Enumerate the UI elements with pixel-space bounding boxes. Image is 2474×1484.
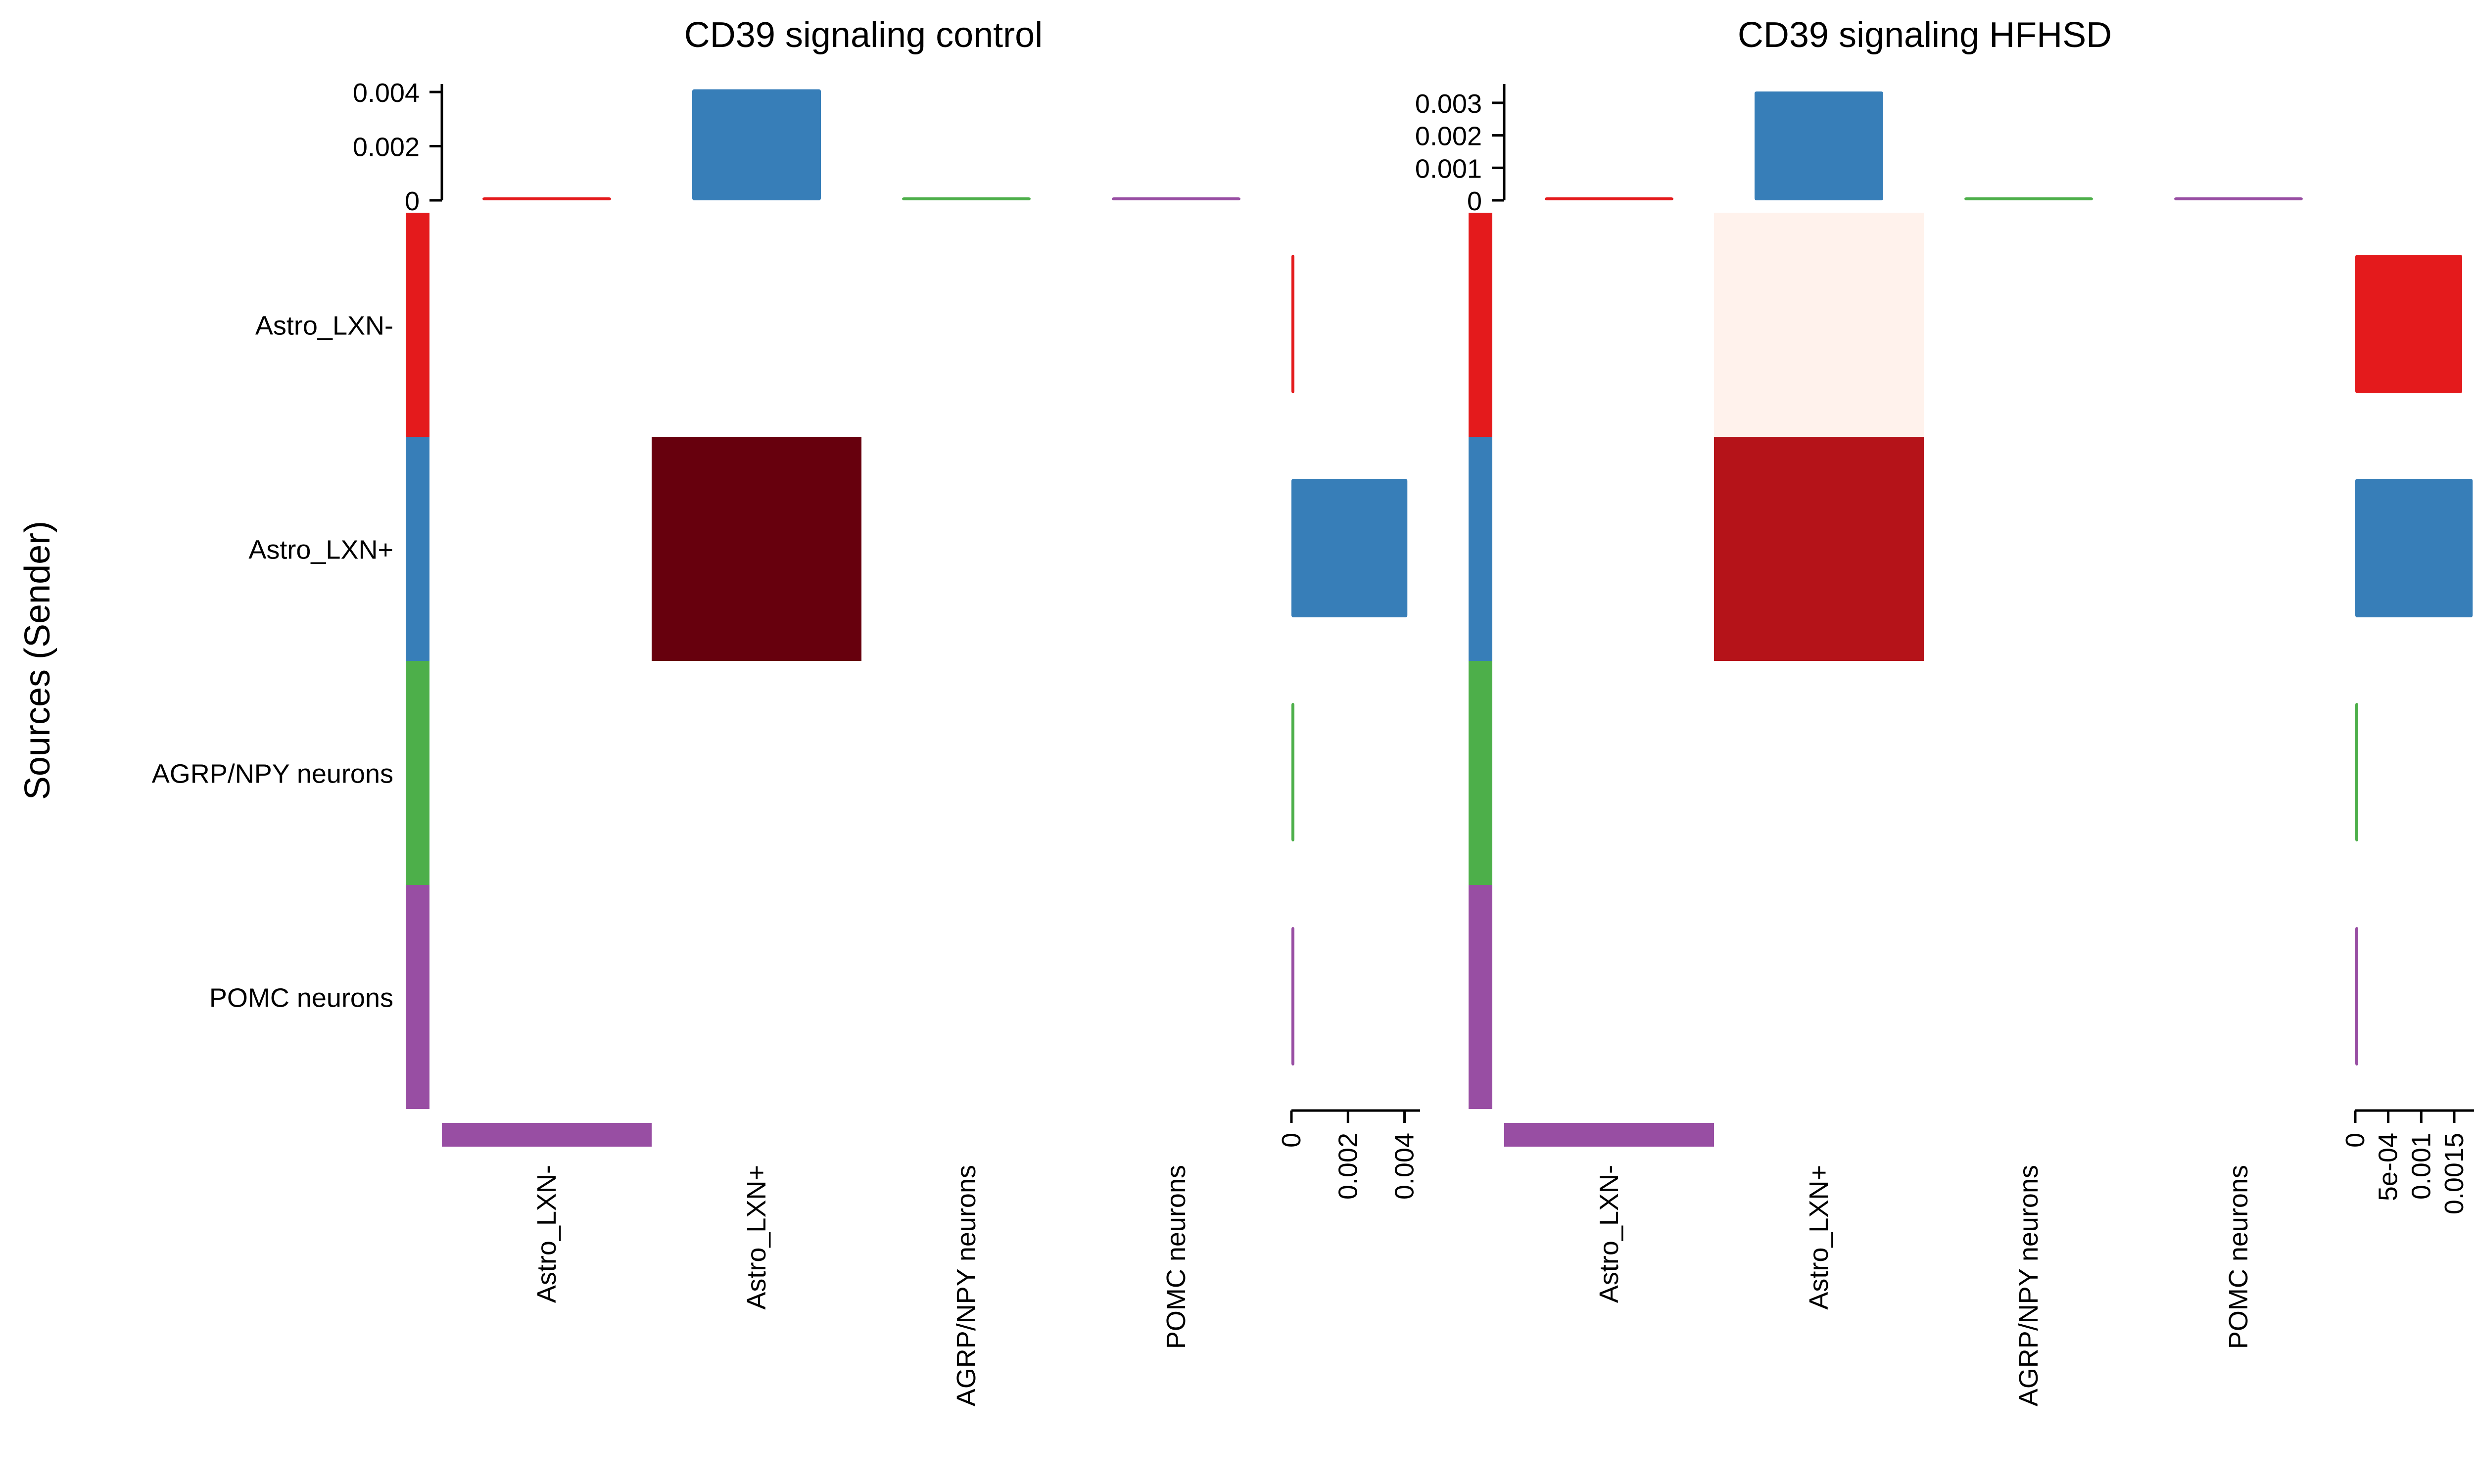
row-group-color xyxy=(406,661,429,885)
row-label: POMC neurons xyxy=(209,983,393,1013)
right-bar-tick-label: 0 xyxy=(1277,1133,1306,1148)
right-bar-tick-label: 0.002 xyxy=(1333,1133,1363,1200)
right-bar xyxy=(2355,703,2358,841)
row-label: Astro_LXN+ xyxy=(248,535,393,565)
top-bar xyxy=(1112,197,1240,200)
top-bar xyxy=(1964,197,2093,200)
right-bar-tick-label: 0 xyxy=(2340,1133,2370,1148)
row-label: Astro_LXN- xyxy=(255,311,393,341)
column-group-color xyxy=(442,1123,652,1147)
row-group-color xyxy=(1469,437,1492,661)
top-bar xyxy=(1545,197,1673,200)
right-bar xyxy=(2355,479,2473,617)
top-bar-tick-label: 0.002 xyxy=(353,132,420,162)
column-label: Astro_LXN- xyxy=(532,1165,562,1303)
top-bar-tick-label: 0.001 xyxy=(1415,154,1482,184)
column-label: AGRP/NPY neurons xyxy=(952,1165,981,1406)
right-bar-tick-label: 0.001 xyxy=(2406,1133,2436,1200)
right-bar xyxy=(2355,927,2358,1066)
top-bar xyxy=(902,197,1031,200)
top-bar xyxy=(1755,91,1883,200)
row-label: AGRP/NPY neurons xyxy=(152,759,393,789)
top-bar-tick-label: 0 xyxy=(405,186,420,216)
heatmap-cell xyxy=(1714,213,1924,437)
right-bar-tick-label: 0.0015 xyxy=(2439,1133,2469,1214)
column-label: Astro_LXN+ xyxy=(1804,1165,1834,1310)
column-label: AGRP/NPY neurons xyxy=(2014,1165,2044,1406)
heatmap-cell xyxy=(652,437,861,661)
top-bar-tick-label: 0.003 xyxy=(1415,89,1482,119)
column-label: POMC neurons xyxy=(1161,1165,1191,1349)
row-group-color xyxy=(406,213,429,437)
right-bar xyxy=(1291,703,1294,841)
right-bar-tick-label: 5e-04 xyxy=(2374,1133,2403,1201)
right-bar xyxy=(1291,479,1408,617)
right-bar-tick-label: 0.004 xyxy=(1390,1133,1420,1200)
top-bar-tick-label: 0.004 xyxy=(353,78,420,108)
right-bar xyxy=(2355,255,2462,393)
row-group-color xyxy=(1469,213,1492,437)
y-axis-label: Sources (Sender) xyxy=(18,521,57,800)
top-bar-tick-label: 0.002 xyxy=(1415,122,1482,151)
right-bar xyxy=(1291,255,1294,393)
top-bar-tick-label: 0 xyxy=(1467,186,1482,216)
row-group-color xyxy=(406,437,429,661)
chart-title: CD39 signaling HFHSD xyxy=(1738,15,2112,55)
column-label: Astro_LXN+ xyxy=(742,1165,771,1310)
column-label: Astro_LXN- xyxy=(1594,1165,1624,1303)
row-group-color xyxy=(406,885,429,1109)
heatmap-cell xyxy=(1714,437,1924,661)
top-bar xyxy=(482,197,611,200)
column-label: POMC neurons xyxy=(2224,1165,2253,1349)
column-group-color xyxy=(1504,1123,1714,1147)
row-group-color xyxy=(1469,661,1492,885)
right-bar xyxy=(1291,927,1294,1066)
row-group-color xyxy=(1469,885,1492,1109)
top-bar xyxy=(692,89,821,200)
chart-title: CD39 signaling control xyxy=(684,15,1043,55)
top-bar xyxy=(2174,197,2303,200)
